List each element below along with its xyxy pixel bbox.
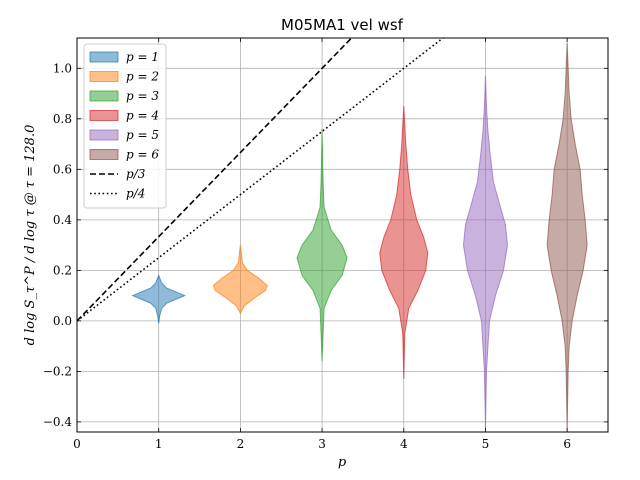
x-tick-label-4: 4 bbox=[400, 437, 408, 451]
legend-label-p2: p = 2 bbox=[126, 70, 159, 84]
x-axis-label: p bbox=[338, 455, 347, 470]
violin-p6 bbox=[546, 43, 588, 430]
y-axis-label: d log S_τ^P / d log τ @ τ = 128.0 bbox=[23, 125, 38, 346]
violin-p3 bbox=[296, 128, 348, 362]
legend-label-p5: p = 5 bbox=[126, 128, 159, 142]
legend-label-line-2: p/4 bbox=[126, 187, 145, 201]
legend-swatch-p3 bbox=[89, 90, 119, 102]
y-tick-label-1: −0.2 bbox=[43, 364, 72, 378]
x-tick-label-2: 2 bbox=[237, 437, 245, 451]
violin-p4 bbox=[379, 106, 429, 379]
y-tick-label-6: 0.8 bbox=[53, 112, 72, 126]
y-tick-label-2: 0.0 bbox=[53, 314, 72, 328]
violin-p1 bbox=[131, 274, 186, 324]
y-tick-label-0: −0.4 bbox=[43, 415, 73, 429]
legend-swatch-p1 bbox=[89, 51, 119, 63]
legend-label-line-1: p/3 bbox=[126, 167, 146, 181]
y-tick-label-3: 0.2 bbox=[53, 263, 72, 277]
axis-ticks: 0 1 2 3 4 5 6 −0.4 −0.2 0.0 0.2 0.4 0.6 0.8 1.0 bbox=[43, 38, 608, 451]
y-tick-label-7: 1.0 bbox=[53, 61, 72, 75]
x-tick-label-3: 3 bbox=[318, 437, 326, 451]
legend-swatch-p2 bbox=[89, 71, 119, 82]
legend-swatch-p5 bbox=[89, 129, 119, 141]
y-tick-label-5: 0.6 bbox=[53, 162, 72, 176]
reference-line-1 bbox=[77, 38, 353, 322]
legend-swatch-p6 bbox=[89, 149, 119, 160]
legend-swatch-p4 bbox=[89, 110, 119, 121]
x-tick-label-0: 0 bbox=[73, 437, 81, 451]
legend: p = 1 p = 2 p = 3 p = 4 p = 5 p = 6 p/3 p/4 bbox=[83, 43, 167, 209]
x-tick-label-6: 6 bbox=[563, 437, 571, 451]
violin-p2 bbox=[212, 245, 268, 315]
violin-p5 bbox=[462, 75, 508, 430]
violins bbox=[131, 43, 588, 430]
chart-title: M05MA1 vel wsf bbox=[281, 16, 404, 34]
x-tick-label-1: 1 bbox=[155, 437, 163, 451]
legend-label-p3: p = 3 bbox=[126, 89, 159, 103]
y-tick-label-4: 0.4 bbox=[53, 213, 72, 227]
legend-label-p6: p = 6 bbox=[126, 148, 159, 162]
legend-label-p4: p = 4 bbox=[126, 109, 159, 123]
reference-lines bbox=[77, 38, 445, 322]
legend-label-p1: p = 1 bbox=[126, 50, 159, 64]
plot-frame bbox=[76, 37, 609, 433]
x-tick-label-5: 5 bbox=[482, 437, 490, 451]
legend-box bbox=[83, 43, 167, 209]
